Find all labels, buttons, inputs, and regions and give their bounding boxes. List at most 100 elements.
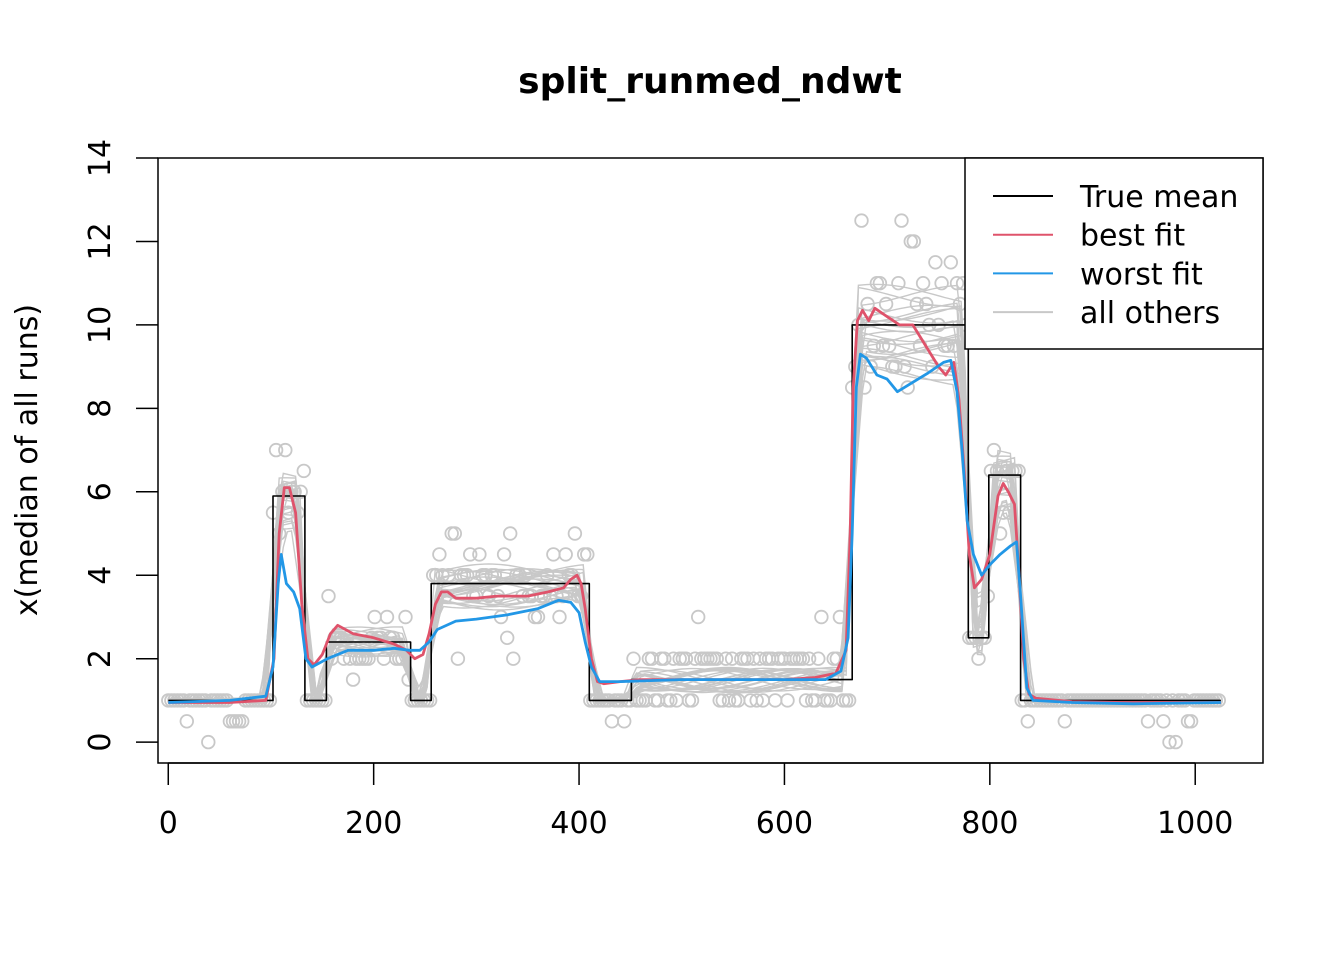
observation-point bbox=[826, 651, 841, 666]
observation-point bbox=[900, 380, 915, 395]
series-layer bbox=[168, 306, 1221, 706]
observation-point bbox=[709, 651, 724, 666]
observation-point bbox=[854, 213, 869, 228]
y-tick-label: 6 bbox=[83, 482, 118, 501]
y-tick-label: 2 bbox=[83, 649, 118, 668]
observation-point bbox=[841, 693, 857, 708]
observation-point bbox=[878, 296, 894, 312]
observation-point bbox=[398, 609, 413, 625]
observation-point bbox=[527, 609, 543, 625]
observation-point bbox=[487, 568, 503, 583]
observation-point bbox=[801, 651, 817, 666]
observation-point bbox=[906, 234, 922, 249]
y-axis-label: x(median of all runs) bbox=[10, 304, 45, 616]
plot-frame bbox=[157, 157, 1264, 764]
observation-point bbox=[234, 714, 250, 729]
observation-point bbox=[558, 547, 573, 562]
observation-point bbox=[463, 547, 478, 562]
x-tick-label: 600 bbox=[756, 806, 813, 841]
observation-point bbox=[986, 442, 1002, 458]
observation-point bbox=[888, 359, 903, 374]
observation-point bbox=[478, 568, 493, 583]
best-fit-line bbox=[168, 306, 1221, 704]
x-tick-label: 1000 bbox=[1157, 806, 1233, 841]
observation-point bbox=[278, 442, 293, 458]
chart-title: split_runmed_ndwt bbox=[518, 61, 902, 102]
x-tick-label: 400 bbox=[550, 806, 607, 841]
observation-point bbox=[869, 276, 885, 291]
observation-point bbox=[780, 693, 795, 708]
observation-point bbox=[296, 463, 312, 479]
observation-point bbox=[928, 255, 943, 270]
observation-point bbox=[1011, 463, 1026, 479]
observation-point bbox=[983, 463, 999, 479]
observation-point bbox=[432, 547, 447, 562]
observation-point bbox=[506, 651, 521, 666]
observation-point bbox=[496, 547, 512, 562]
observation-point bbox=[1140, 714, 1156, 729]
observation-point bbox=[909, 296, 925, 312]
observation-point bbox=[626, 651, 641, 666]
observation-point bbox=[401, 672, 416, 687]
y-tick-label: 0 bbox=[83, 733, 118, 752]
observation-point bbox=[814, 609, 829, 625]
observation-point bbox=[1156, 714, 1171, 729]
observation-point bbox=[647, 693, 663, 708]
observation-point bbox=[675, 651, 691, 666]
observation-point bbox=[444, 526, 459, 541]
legend-label: all others bbox=[1080, 296, 1220, 331]
x-tick-label: 0 bbox=[159, 806, 178, 841]
observation-point bbox=[447, 526, 463, 541]
observation-point bbox=[934, 276, 949, 291]
observation-point bbox=[980, 588, 996, 604]
observation-point bbox=[989, 463, 1005, 479]
observation-point bbox=[546, 547, 561, 562]
observation-point bbox=[795, 651, 811, 666]
observation-point bbox=[395, 651, 410, 666]
legend-label: best fit bbox=[1080, 219, 1185, 254]
observation-point bbox=[552, 609, 567, 625]
observation-point bbox=[882, 338, 897, 354]
observation-point bbox=[179, 714, 195, 729]
observation-point bbox=[943, 255, 959, 270]
x-tick-label: 800 bbox=[961, 806, 1018, 841]
observation-point bbox=[971, 651, 986, 666]
observation-point bbox=[857, 380, 872, 395]
observation-point bbox=[946, 338, 962, 354]
observation-point bbox=[820, 693, 835, 708]
y-tick-label: 4 bbox=[83, 566, 118, 585]
observation-point bbox=[201, 734, 216, 750]
observation-point bbox=[361, 651, 376, 666]
observation-point bbox=[949, 276, 965, 291]
observation-point bbox=[684, 693, 700, 708]
observation-point bbox=[897, 359, 912, 374]
other-run-line bbox=[168, 286, 1220, 704]
observation-point bbox=[577, 547, 592, 562]
x-tick-label: 200 bbox=[345, 806, 402, 841]
observation-point bbox=[345, 672, 361, 687]
observation-point bbox=[915, 276, 931, 291]
y-tick-label: 8 bbox=[83, 399, 118, 418]
observation-point bbox=[435, 568, 450, 583]
observation-point bbox=[1057, 714, 1073, 729]
observation-point bbox=[567, 526, 583, 541]
observation-point bbox=[891, 276, 906, 291]
observation-point bbox=[749, 693, 764, 708]
observation-point bbox=[875, 338, 891, 354]
observation-point bbox=[450, 651, 466, 666]
observation-point bbox=[379, 609, 395, 625]
observation-point bbox=[654, 651, 669, 666]
observation-point bbox=[617, 714, 632, 729]
observation-point bbox=[681, 693, 697, 708]
observation-point bbox=[518, 568, 533, 583]
legend-label: worst fit bbox=[1080, 257, 1203, 292]
observation-point bbox=[811, 651, 826, 666]
observation-point bbox=[530, 609, 546, 625]
observation-point bbox=[641, 651, 657, 666]
observation-point bbox=[1020, 714, 1036, 729]
observation-point bbox=[1180, 714, 1196, 729]
observation-point bbox=[1183, 714, 1199, 729]
observation-point bbox=[866, 338, 882, 354]
